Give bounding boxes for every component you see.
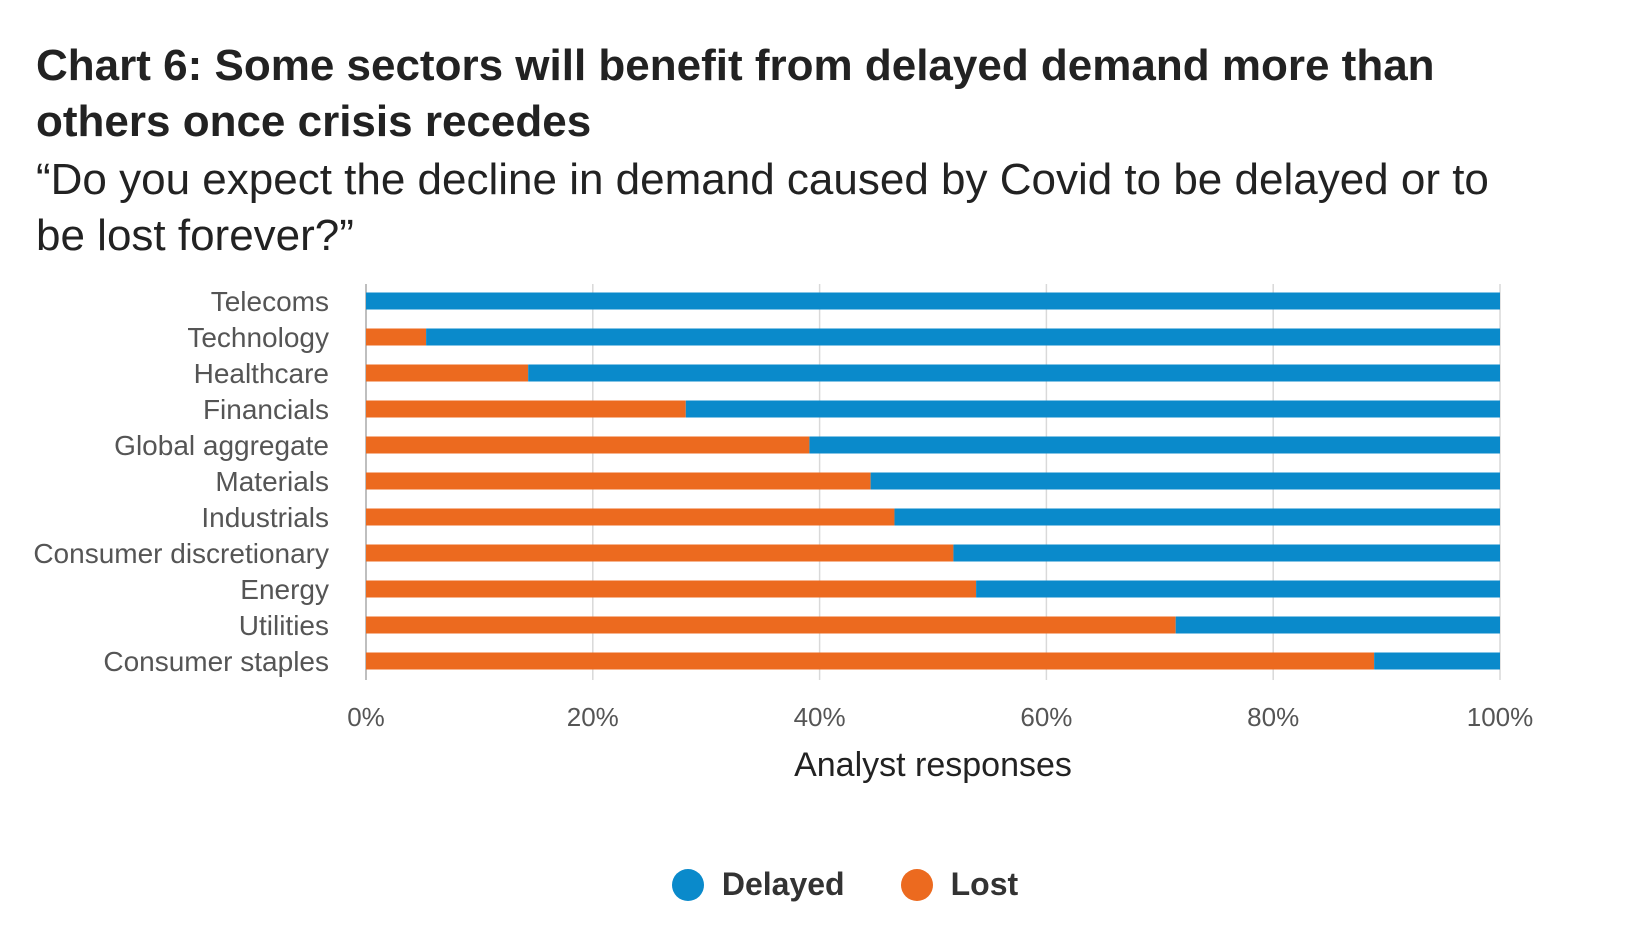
bar-delayed xyxy=(976,580,1500,598)
bar-lost xyxy=(366,544,954,562)
bar-delayed xyxy=(953,544,1500,562)
legend: Delayed Lost xyxy=(0,866,1638,903)
bar-lost xyxy=(366,472,871,490)
bar-delayed xyxy=(1175,616,1500,634)
bar-lost xyxy=(366,580,977,598)
bar-chart: Telecoms Technology Healthcare Financials Gl… xyxy=(33,284,1533,784)
legend-item-lost: Lost xyxy=(900,866,1019,903)
bar-delayed xyxy=(809,436,1500,454)
legend-swatch-lost xyxy=(900,868,933,901)
category-label: Telecoms xyxy=(211,286,329,317)
bar-delayed xyxy=(1374,652,1500,670)
bar-delayed xyxy=(685,400,1500,418)
bar-delayed xyxy=(870,472,1500,490)
category-label: Energy xyxy=(240,574,329,605)
legend-item-delayed: Delayed xyxy=(671,866,845,903)
category-label: Consumer staples xyxy=(103,646,329,677)
x-axis-title: Analyst responses xyxy=(794,746,1072,784)
category-label: Technology xyxy=(187,322,329,353)
bar-lost xyxy=(366,400,686,418)
bars xyxy=(366,292,1500,670)
bar-delayed xyxy=(528,364,1500,382)
bar-lost xyxy=(366,436,810,454)
bar-delayed xyxy=(894,508,1500,526)
bar-lost xyxy=(366,508,895,526)
x-tick-label: 60% xyxy=(1020,702,1072,732)
bar-lost xyxy=(366,652,1375,670)
chart-title: Chart 6: Some sectors will benefit from … xyxy=(36,41,1435,146)
bar-lost xyxy=(366,328,427,346)
legend-label-lost: Lost xyxy=(950,866,1019,902)
x-tick-label: 40% xyxy=(794,702,846,732)
bar-delayed xyxy=(426,328,1500,346)
category-label: Industrials xyxy=(201,502,329,533)
legend-label-delayed: Delayed xyxy=(721,866,845,902)
x-tick-label: 100% xyxy=(1467,702,1534,732)
x-tick-label: 80% xyxy=(1247,702,1299,732)
legend-swatch-delayed xyxy=(671,868,704,901)
chart-subtitle: “Do you expect the decline in demand cau… xyxy=(36,155,1489,260)
bar-lost xyxy=(366,364,529,382)
x-tick-labels: 0% 20% 40% 60% 80% 100% xyxy=(347,702,1533,732)
category-label: Financials xyxy=(203,394,329,425)
category-label: Materials xyxy=(215,466,329,497)
category-label: Healthcare xyxy=(194,358,329,389)
x-tick-label: 0% xyxy=(347,702,385,732)
category-label: Consumer discretionary xyxy=(33,538,329,569)
category-label: Global aggregate xyxy=(114,430,329,461)
category-label: Utilities xyxy=(239,610,329,641)
bar-lost xyxy=(366,616,1176,634)
category-labels: Telecoms Technology Healthcare Financials Gl… xyxy=(33,286,329,677)
x-tick-label: 20% xyxy=(567,702,619,732)
bar-delayed xyxy=(366,292,1500,310)
